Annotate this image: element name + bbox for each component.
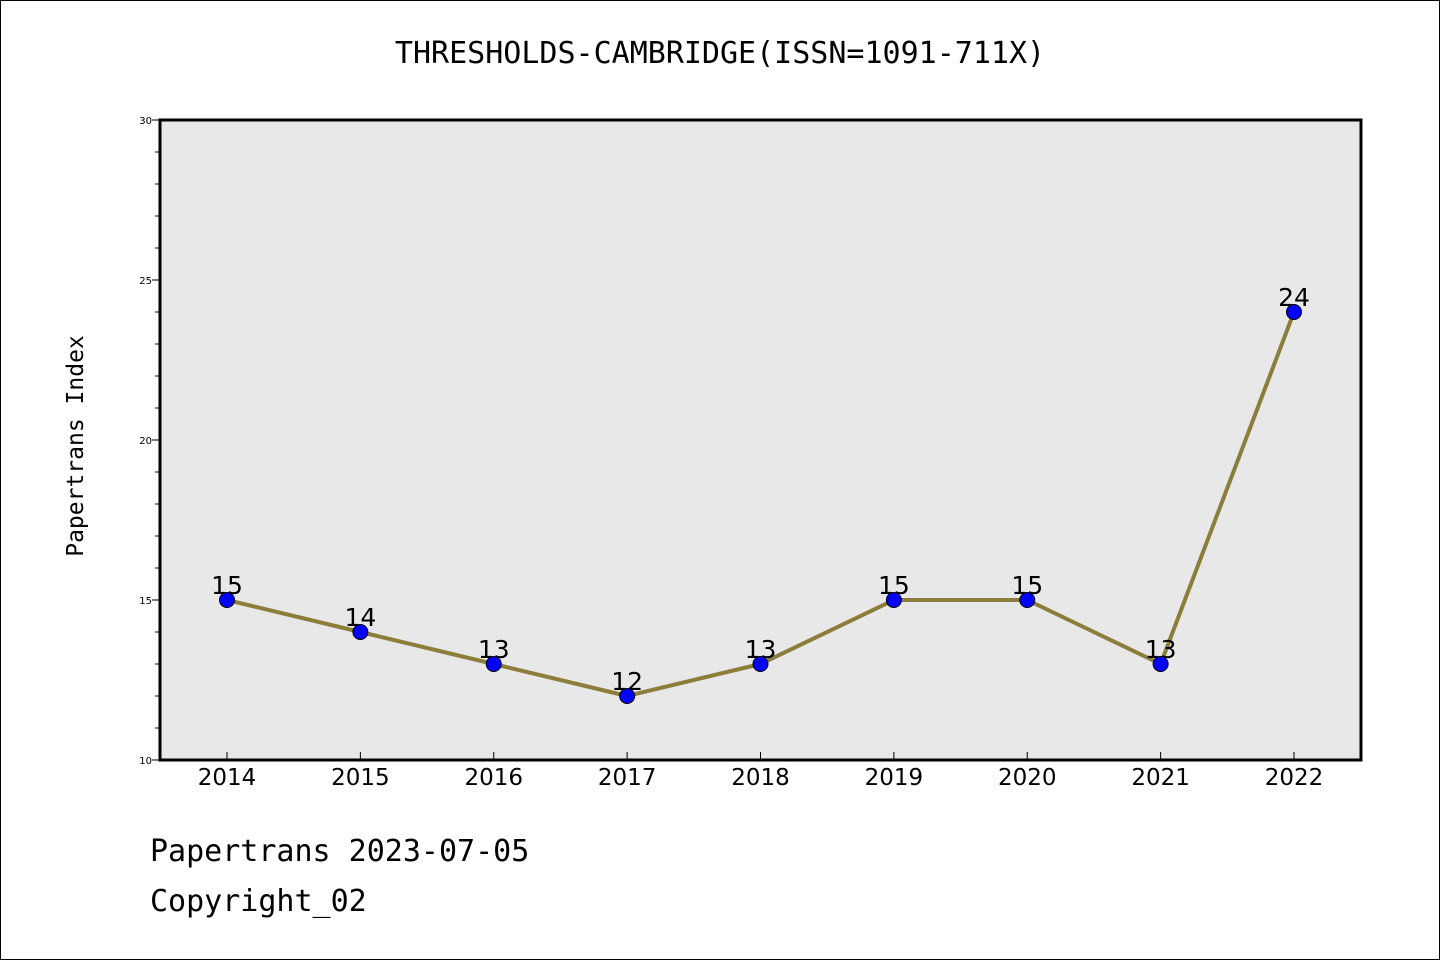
x-tick-label: 2014	[198, 765, 257, 791]
y-tick-label: 10	[139, 756, 152, 767]
y-tick-label: 15	[139, 596, 152, 607]
footer-date: Papertrans 2023-07-05	[150, 834, 530, 869]
data-label: 12	[611, 667, 643, 696]
y-tick-label: 20	[139, 436, 152, 447]
data-label: 14	[344, 603, 376, 632]
y-tick-label: 30	[139, 116, 152, 127]
x-axis: 2014 2015 2016 2017 2018 2019 2020 2021 2022	[198, 752, 1324, 791]
data-point	[352, 624, 369, 640]
data-label: 13	[745, 635, 777, 664]
data-point	[1152, 656, 1169, 672]
data-label: 15	[878, 571, 910, 600]
chart-title: THRESHOLDS-CAMBRIDGE(ISSN=1091-711X)	[394, 36, 1046, 71]
data-label: 15	[211, 571, 243, 600]
plot-area	[158, 118, 1363, 762]
data-label: 15	[1011, 571, 1043, 600]
data-label: 24	[1278, 283, 1310, 312]
x-tick-label: 2015	[331, 765, 390, 791]
data-point	[619, 688, 636, 704]
data-labels: 15 14 13 12 13 15 15 13 24	[211, 283, 1310, 696]
data-label: 13	[478, 635, 510, 664]
data-point	[485, 656, 502, 672]
x-tick-label: 2017	[598, 765, 657, 791]
x-tick-label: 2021	[1131, 765, 1190, 791]
data-point	[885, 592, 902, 608]
y-axis: 10 15 20 25 30	[139, 116, 160, 767]
data-point	[219, 592, 235, 608]
y-tick-label: 25	[139, 276, 152, 287]
x-tick-label: 2022	[1265, 765, 1324, 791]
data-point	[1286, 304, 1302, 320]
data-label: 13	[1145, 635, 1177, 664]
x-tick-label: 2016	[464, 765, 523, 791]
footer-copyright: Copyright_02	[150, 884, 367, 919]
series-layer	[219, 304, 1302, 704]
x-tick-label: 2018	[731, 765, 790, 791]
x-tick-label: 2020	[998, 765, 1057, 791]
data-point	[1019, 592, 1036, 608]
data-point	[752, 656, 769, 672]
x-tick-label: 2019	[865, 765, 924, 791]
